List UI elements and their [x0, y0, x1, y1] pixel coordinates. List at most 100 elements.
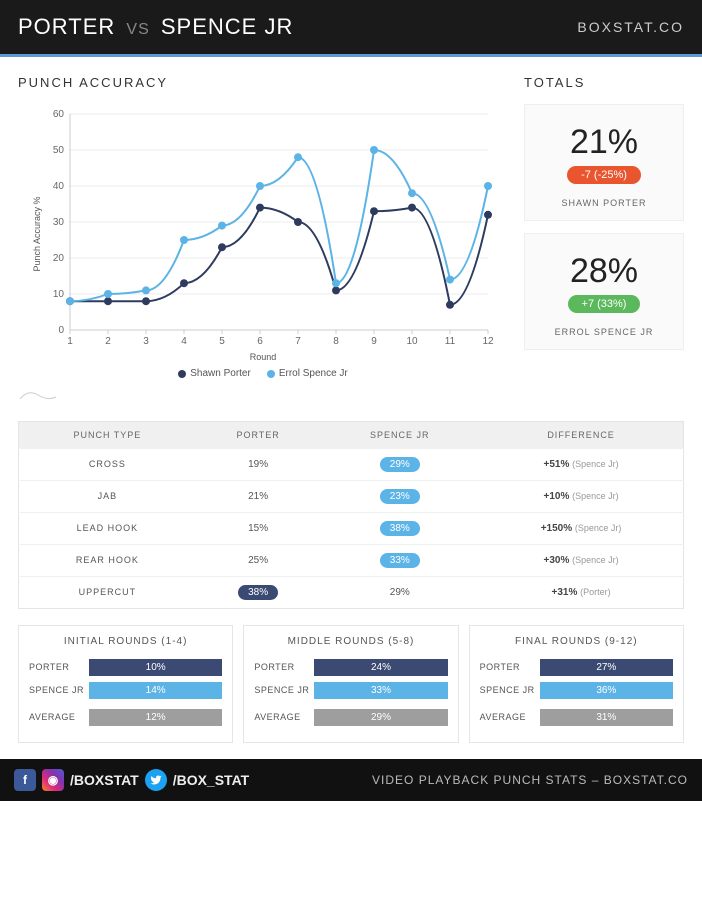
total-card: 28% +7 (33%) ERROL SPENCE JR [524, 233, 684, 350]
round-card: FINAL ROUNDS (9-12) PORTER 27% SPENCE JR… [469, 625, 684, 743]
winner-pill: 38% [380, 521, 420, 536]
facebook-icon[interactable]: f [14, 769, 36, 791]
mini-wave-icon [18, 387, 508, 403]
diff-cell: +150% (Spence Jr) [479, 512, 683, 544]
table-row: REAR HOOK 25% 33% +30% (Spence Jr) [19, 544, 684, 576]
footer-tagline: VIDEO PLAYBACK PUNCH STATS – BOXSTAT.CO [372, 773, 688, 787]
winner-pill: 38% [238, 585, 278, 600]
round-label: PORTER [29, 662, 89, 672]
spence-cell: 23% [320, 480, 479, 512]
round-label: AVERAGE [254, 712, 314, 722]
round-row: SPENCE JR 33% [254, 682, 447, 699]
totals-title: TOTALS [524, 75, 684, 90]
svg-text:2: 2 [105, 336, 111, 347]
round-row: SPENCE JR 14% [29, 682, 222, 699]
porter-cell: 38% [196, 576, 321, 608]
punch-type-cell: REAR HOOK [19, 544, 196, 576]
table-row: LEAD HOOK 15% 38% +150% (Spence Jr) [19, 512, 684, 544]
total-name: SHAWN PORTER [537, 198, 671, 208]
total-badge: +7 (33%) [568, 295, 641, 313]
svg-text:10: 10 [53, 289, 65, 300]
vs-label: VS [126, 21, 149, 38]
total-pct: 21% [537, 123, 671, 162]
round-label: PORTER [254, 662, 314, 672]
round-bar-porter: 24% [314, 659, 447, 676]
social-links: f ◉ /BOXSTAT /BOX_STAT [14, 769, 249, 791]
round-card-title: INITIAL ROUNDS (1-4) [29, 636, 222, 647]
diff-cell: +51% (Spence Jr) [479, 448, 683, 480]
main-row: PUNCH ACCURACY 0102030405060123456789101… [0, 57, 702, 421]
svg-text:30: 30 [53, 217, 65, 228]
punch-accuracy-chart: 0102030405060123456789101112RoundPunch A… [18, 104, 508, 364]
footer: f ◉ /BOXSTAT /BOX_STAT VIDEO PLAYBACK PU… [0, 759, 702, 801]
round-bar-spence: 14% [89, 682, 222, 699]
table-header: SPENCE JR [320, 421, 479, 448]
round-bar-average: 31% [540, 709, 673, 726]
diff-cell: +10% (Spence Jr) [479, 480, 683, 512]
svg-text:10: 10 [406, 336, 418, 347]
brand-label: BOXSTAT.CO [577, 19, 684, 35]
svg-text:40: 40 [53, 181, 65, 192]
round-row: SPENCE JR 36% [480, 682, 673, 699]
winner-pill: 33% [380, 553, 420, 568]
round-label: SPENCE JR [254, 685, 314, 695]
spence-cell: 29% [320, 448, 479, 480]
table-header: PUNCH TYPE [19, 421, 196, 448]
totals-section: TOTALS 21% -7 (-25%) SHAWN PORTER 28% +7… [524, 75, 684, 403]
fighter1-name: PORTER [18, 14, 115, 39]
spence-cell: 38% [320, 512, 479, 544]
svg-text:5: 5 [219, 336, 225, 347]
twitter-icon[interactable] [145, 769, 167, 791]
round-bar-porter: 27% [540, 659, 673, 676]
round-bar-porter: 10% [89, 659, 222, 676]
punch-type-cell: CROSS [19, 448, 196, 480]
round-label: SPENCE JR [480, 685, 540, 695]
legend-item: Shawn Porter [178, 368, 251, 379]
round-card: MIDDLE ROUNDS (5-8) PORTER 24% SPENCE JR… [243, 625, 458, 743]
instagram-icon[interactable]: ◉ [42, 769, 64, 791]
svg-text:8: 8 [333, 336, 339, 347]
round-row: AVERAGE 29% [254, 709, 447, 726]
table-header: DIFFERENCE [479, 421, 683, 448]
porter-cell: 15% [196, 512, 321, 544]
fighter2-name: SPENCE JR [161, 14, 293, 39]
round-bar-spence: 36% [540, 682, 673, 699]
punch-type-table: PUNCH TYPEPORTERSPENCE JRDIFFERENCE CROS… [18, 421, 684, 609]
winner-pill: 23% [380, 489, 420, 504]
diff-cell: +31% (Porter) [479, 576, 683, 608]
punch-type-cell: UPPERCUT [19, 576, 196, 608]
round-label: SPENCE JR [29, 685, 89, 695]
round-row: PORTER 10% [29, 659, 222, 676]
svg-text:12: 12 [482, 336, 494, 347]
winner-pill: 29% [380, 457, 420, 472]
chart-title: PUNCH ACCURACY [18, 75, 508, 90]
round-bar-spence: 33% [314, 682, 447, 699]
diff-cell: +30% (Spence Jr) [479, 544, 683, 576]
table-header: PORTER [196, 421, 321, 448]
porter-cell: 19% [196, 448, 321, 480]
svg-text:Round: Round [250, 352, 277, 362]
total-card: 21% -7 (-25%) SHAWN PORTER [524, 104, 684, 221]
header: PORTER VS SPENCE JR BOXSTAT.CO [0, 0, 702, 54]
round-card: INITIAL ROUNDS (1-4) PORTER 10% SPENCE J… [18, 625, 233, 743]
svg-text:7: 7 [295, 336, 301, 347]
svg-text:9: 9 [371, 336, 377, 347]
round-label: AVERAGE [480, 712, 540, 722]
svg-text:Punch Accuracy %: Punch Accuracy % [32, 196, 42, 271]
social-handle-1[interactable]: /BOXSTAT [70, 772, 139, 788]
chart-box: 0102030405060123456789101112RoundPunch A… [18, 104, 508, 364]
chart-section: PUNCH ACCURACY 0102030405060123456789101… [18, 75, 508, 403]
round-row: AVERAGE 31% [480, 709, 673, 726]
round-bar-average: 29% [314, 709, 447, 726]
round-card-title: FINAL ROUNDS (9-12) [480, 636, 673, 647]
spence-cell: 29% [320, 576, 479, 608]
round-bar-average: 12% [89, 709, 222, 726]
svg-text:11: 11 [445, 336, 456, 347]
svg-text:3: 3 [143, 336, 149, 347]
social-handle-2[interactable]: /BOX_STAT [173, 772, 250, 788]
round-row: PORTER 24% [254, 659, 447, 676]
chart-legend: Shawn PorterErrol Spence Jr [18, 368, 508, 381]
total-name: ERROL SPENCE JR [537, 327, 671, 337]
round-card-title: MIDDLE ROUNDS (5-8) [254, 636, 447, 647]
porter-cell: 25% [196, 544, 321, 576]
